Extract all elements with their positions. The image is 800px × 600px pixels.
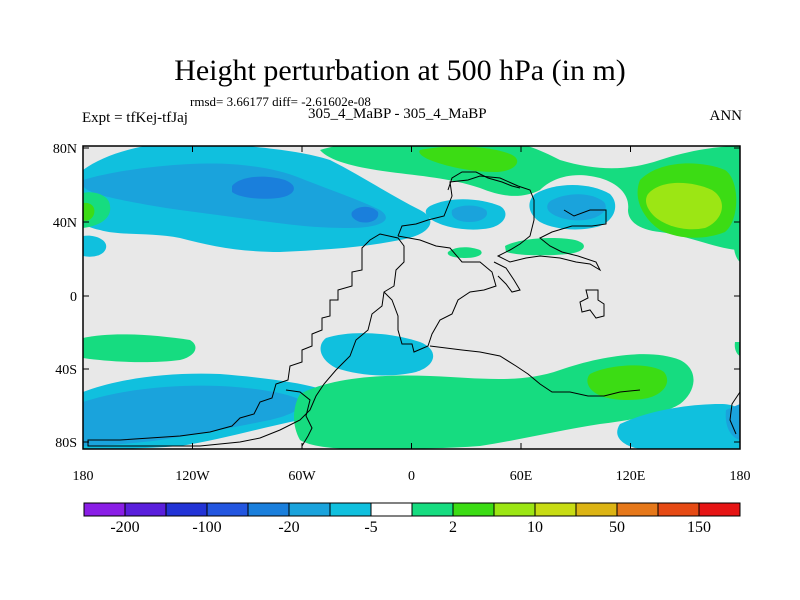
contour-green-20n-far	[733, 236, 740, 262]
contour-cyan-southeast	[617, 404, 740, 449]
contour-green-south-edge	[734, 342, 740, 356]
lat-tick-label: 40S	[55, 363, 77, 378]
contour-lightgreen-southern-ocean	[587, 365, 668, 400]
contour-blue-asia	[547, 194, 606, 221]
coastline-australia	[429, 345, 641, 397]
lat-tick-label: 80S	[55, 436, 77, 451]
colorbar-box	[83, 502, 126, 517]
contour-lightgreen-arctic	[419, 146, 518, 172]
longitude-ticks: 180 120W 60W 0 60E 120E 180	[73, 146, 751, 484]
lon-tick-label: 0	[408, 469, 415, 484]
contour-cyan-west-20n	[83, 235, 107, 257]
colorbar-box	[206, 502, 249, 517]
lon-tick-label: 180	[73, 469, 94, 484]
contour-green-west-south	[83, 334, 196, 363]
colorbar-box	[698, 502, 741, 517]
contour-blue-southeast	[725, 404, 740, 440]
colorbar-box	[288, 502, 331, 517]
lon-tick-label: 60W	[288, 469, 316, 484]
colorbar-label: 2	[449, 519, 457, 536]
latitude-ticks: 80N 40N 0 40S 80S	[53, 142, 740, 451]
colorbar-box	[575, 502, 618, 517]
contour-yellowgreen-east	[646, 182, 722, 230]
season-label: ANN	[709, 108, 743, 124]
coastline-indonesia	[579, 289, 605, 319]
contour-lightgreen-west-north	[83, 202, 95, 221]
lon-tick-label: 120W	[175, 469, 210, 484]
colorbar-label: 50	[609, 519, 625, 536]
coastline	[87, 171, 740, 447]
contour-blue-north	[83, 163, 386, 228]
contour-darkblue-north	[232, 176, 294, 199]
colorbar-label: -200	[110, 519, 139, 536]
contour-fills	[83, 146, 740, 449]
contour-green-east-edge	[732, 146, 740, 180]
colorbar-box	[329, 502, 372, 517]
colorbar: -200 -100 -20 -5 2 10 50 150	[83, 502, 741, 536]
contour-darkblue-north2	[351, 206, 379, 223]
colorbar-label: -5	[364, 519, 377, 536]
colorbar-label: -100	[192, 519, 221, 536]
colorbar-box	[493, 502, 536, 517]
contour-blue-south-band	[83, 385, 302, 446]
plot-title: Height perturbation at 500 hPa (in m)	[174, 54, 626, 87]
lon-tick-label: 180	[730, 469, 751, 484]
coastline-arabia-india	[493, 261, 521, 293]
lat-tick-label: 80N	[53, 142, 77, 157]
colorbar-box	[411, 502, 454, 517]
colorbar-box	[534, 502, 577, 517]
stats-text: rmsd= 3.66177 diff= -2.61602e-08	[190, 94, 371, 109]
colorbar-box	[657, 502, 700, 517]
contour-green-20n-east	[505, 238, 584, 256]
coastline-africa	[383, 235, 497, 353]
contour-green-arctic	[320, 146, 740, 250]
colorbar-box	[124, 502, 167, 517]
colorbar-box	[370, 502, 413, 517]
contour-blue-central	[451, 205, 488, 222]
coastline-eurasia	[397, 175, 607, 272]
colorbar-label: -20	[278, 519, 299, 536]
coastline-greenland	[447, 171, 521, 191]
lon-tick-label: 60E	[510, 469, 533, 484]
experiment-label: Expt = tfKej-tfJaj	[82, 110, 188, 126]
colorbar-box	[616, 502, 659, 517]
run-comparison-label: 305_4_MaBP - 305_4_MaBP	[308, 106, 487, 122]
colorbar-box	[247, 502, 290, 517]
colorbar-box	[452, 502, 495, 517]
coastline-south-america	[87, 233, 405, 447]
lat-tick-label: 0	[70, 290, 77, 305]
colorbar-label: 150	[687, 519, 711, 536]
lon-tick-label: 120E	[616, 469, 646, 484]
colorbar-label: 10	[527, 519, 543, 536]
colorbar-box	[165, 502, 208, 517]
coastline-south-hemisphere	[285, 389, 740, 447]
lat-tick-label: 40N	[53, 216, 77, 231]
